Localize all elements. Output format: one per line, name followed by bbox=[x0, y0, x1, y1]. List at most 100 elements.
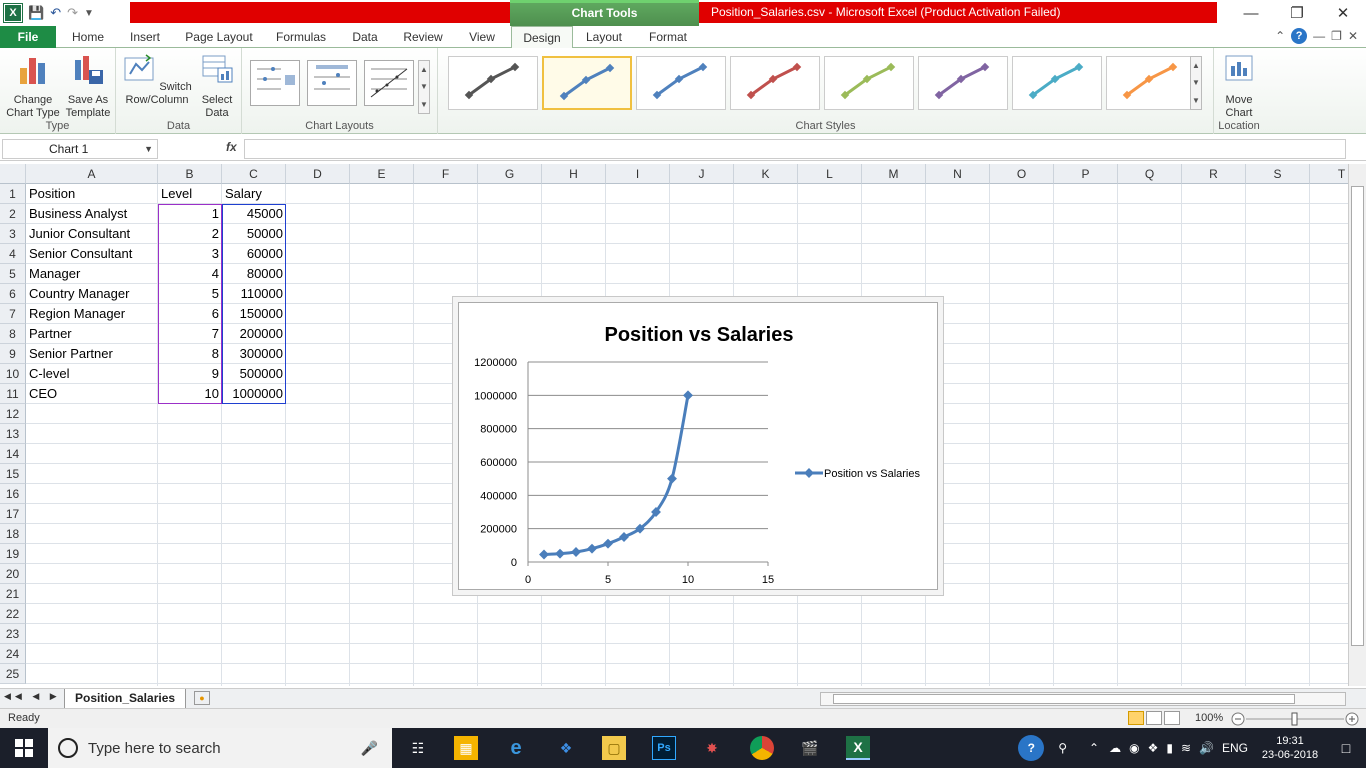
data-cell[interactable]: 5 bbox=[211, 286, 219, 301]
data-cell[interactable]: 50000 bbox=[246, 226, 283, 241]
tab-formulas[interactable]: Formulas bbox=[275, 30, 326, 44]
row-header-23[interactable]: 23 bbox=[0, 624, 26, 644]
column-header-d[interactable]: D bbox=[286, 164, 350, 184]
excel-taskbar-icon[interactable]: X bbox=[846, 736, 870, 760]
maximize-button[interactable]: ❐ bbox=[1290, 5, 1304, 22]
column-header-m[interactable]: M bbox=[862, 164, 926, 184]
data-cell[interactable]: 110000 bbox=[240, 286, 283, 301]
row-header-2[interactable]: 2 bbox=[0, 204, 26, 224]
data-cell[interactable]: 45000 bbox=[246, 206, 283, 221]
name-box-dropdown-icon[interactable]: ▼ bbox=[144, 144, 153, 154]
row-header-9[interactable]: 9 bbox=[0, 344, 26, 364]
data-cell[interactable]: 4 bbox=[211, 266, 219, 281]
chart-layout-2[interactable] bbox=[307, 60, 357, 106]
column-header-g[interactable]: G bbox=[478, 164, 542, 184]
sheet-tab-position-salaries[interactable]: Position_Salaries bbox=[64, 689, 187, 709]
clock[interactable]: 19:31 23-06-2018 bbox=[1261, 735, 1319, 761]
chart-style-7[interactable] bbox=[1012, 56, 1102, 110]
column-header-q[interactable]: Q bbox=[1118, 164, 1182, 184]
row-header-15[interactable]: 15 bbox=[0, 464, 26, 484]
insert-sheet-icon[interactable]: ● bbox=[194, 691, 210, 705]
row-header-12[interactable]: 12 bbox=[0, 404, 26, 424]
column-header-e[interactable]: E bbox=[350, 164, 414, 184]
change-chart-type-button[interactable]: Change Chart Type bbox=[6, 52, 60, 120]
column-header-a[interactable]: A bbox=[26, 164, 158, 184]
header-cell[interactable]: Level bbox=[161, 186, 193, 201]
tab-page-layout[interactable]: Page Layout bbox=[185, 30, 253, 44]
page-layout-view-button[interactable] bbox=[1146, 711, 1162, 725]
column-header-l[interactable]: L bbox=[798, 164, 862, 184]
data-cell[interactable]: 7 bbox=[211, 326, 219, 341]
horizontal-scroll-thumb[interactable] bbox=[833, 694, 1295, 704]
data-cell[interactable]: 10 bbox=[204, 386, 219, 401]
zoom-slider[interactable] bbox=[1230, 712, 1360, 726]
data-cell[interactable]: Country Manager bbox=[29, 286, 130, 301]
chart-object[interactable]: Position vs Salaries 0 200000 400000 600000 8… bbox=[452, 296, 944, 596]
microphone-icon[interactable]: 🎤 bbox=[360, 740, 378, 756]
column-header-b[interactable]: B bbox=[158, 164, 222, 184]
row-header-6[interactable]: 6 bbox=[0, 284, 26, 304]
row-header-11[interactable]: 11 bbox=[0, 384, 26, 404]
column-header-i[interactable]: I bbox=[606, 164, 670, 184]
minimize-ribbon-icon[interactable]: ⌃ bbox=[1275, 29, 1286, 43]
row-header-25[interactable]: 25 bbox=[0, 664, 26, 684]
select-data-button[interactable]: Select Data bbox=[196, 52, 238, 120]
language-indicator[interactable]: ENG bbox=[1221, 741, 1248, 755]
chrome-icon[interactable] bbox=[750, 736, 774, 760]
task-view-icon[interactable]: ☷ bbox=[411, 739, 425, 756]
edge-browser-icon[interactable]: e bbox=[510, 736, 522, 759]
data-cell[interactable]: 8 bbox=[211, 346, 219, 361]
tab-layout[interactable]: Layout bbox=[585, 30, 623, 44]
formula-input[interactable] bbox=[244, 139, 1346, 159]
data-cell[interactable]: Senior Partner bbox=[29, 346, 113, 361]
chart-layout-3[interactable] bbox=[364, 60, 414, 106]
action-center-icon[interactable]: □ bbox=[1341, 740, 1351, 756]
close-workbook-icon[interactable]: ✕ bbox=[1347, 29, 1358, 43]
chart-area[interactable]: Position vs Salaries 0 200000 400000 600000 8… bbox=[458, 302, 938, 590]
column-header-t[interactable]: T bbox=[1310, 164, 1348, 184]
wifi-icon[interactable]: ≋ bbox=[1180, 741, 1192, 755]
data-cell[interactable]: 80000 bbox=[246, 266, 283, 281]
column-header-k[interactable]: K bbox=[734, 164, 798, 184]
tab-insert[interactable]: Insert bbox=[129, 30, 160, 44]
row-header-1[interactable]: 1 bbox=[0, 184, 26, 204]
help-tray-icon[interactable]: ? bbox=[1018, 735, 1045, 761]
switch-row-column-button[interactable]: Switch Row/Column bbox=[122, 52, 192, 107]
sheet-nav-buttons[interactable]: ◀◀ ◀ ▶ ▶▶ bbox=[4, 691, 90, 701]
data-cell[interactable]: Junior Consultant bbox=[29, 226, 131, 241]
data-cell[interactable]: 3 bbox=[211, 246, 219, 261]
notification-app-icon[interactable]: ◉ bbox=[1129, 741, 1140, 755]
store-icon[interactable]: ▦ bbox=[454, 736, 478, 760]
styles-scroll[interactable]: ▲ ▼ ▼ bbox=[1190, 56, 1202, 110]
minimize-button[interactable]: — bbox=[1243, 4, 1259, 22]
data-cell[interactable]: 60000 bbox=[246, 246, 283, 261]
layouts-scroll[interactable]: ▲ ▼ ▼ bbox=[418, 60, 430, 114]
column-header-p[interactable]: P bbox=[1054, 164, 1118, 184]
data-cell[interactable]: 1000000 bbox=[232, 386, 283, 401]
column-header-r[interactable]: R bbox=[1182, 164, 1246, 184]
row-header-18[interactable]: 18 bbox=[0, 524, 26, 544]
chart-style-3[interactable] bbox=[636, 56, 726, 110]
show-hidden-icons[interactable]: ⌃ bbox=[1089, 741, 1100, 755]
row-header-21[interactable]: 21 bbox=[0, 584, 26, 604]
dropbox-tray-icon[interactable]: ❖ bbox=[1147, 741, 1159, 755]
undo-icon[interactable]: ↶ bbox=[50, 5, 62, 20]
column-header-s[interactable]: S bbox=[1246, 164, 1310, 184]
vertical-scroll-thumb[interactable] bbox=[1351, 186, 1364, 646]
restore-workbook-icon[interactable]: — bbox=[1313, 29, 1326, 43]
tab-view[interactable]: View bbox=[469, 30, 495, 44]
horizontal-scrollbar[interactable] bbox=[820, 692, 1346, 706]
header-cell[interactable]: Position bbox=[29, 186, 76, 201]
normal-view-button[interactable] bbox=[1128, 711, 1144, 725]
data-cell[interactable]: Region Manager bbox=[29, 306, 126, 321]
data-cell[interactable]: 6 bbox=[211, 306, 219, 321]
volume-icon[interactable]: 🔊 bbox=[1199, 741, 1214, 755]
column-header-f[interactable]: F bbox=[414, 164, 478, 184]
header-cell[interactable]: Salary bbox=[225, 186, 262, 201]
restore-window-icon[interactable]: ❐ bbox=[1331, 29, 1342, 43]
file-explorer-icon[interactable]: ▢ bbox=[602, 736, 626, 760]
data-cell[interactable]: C-level bbox=[29, 366, 70, 381]
tab-data[interactable]: Data bbox=[352, 30, 378, 44]
select-all-corner[interactable] bbox=[0, 164, 26, 184]
row-header-7[interactable]: 7 bbox=[0, 304, 26, 324]
